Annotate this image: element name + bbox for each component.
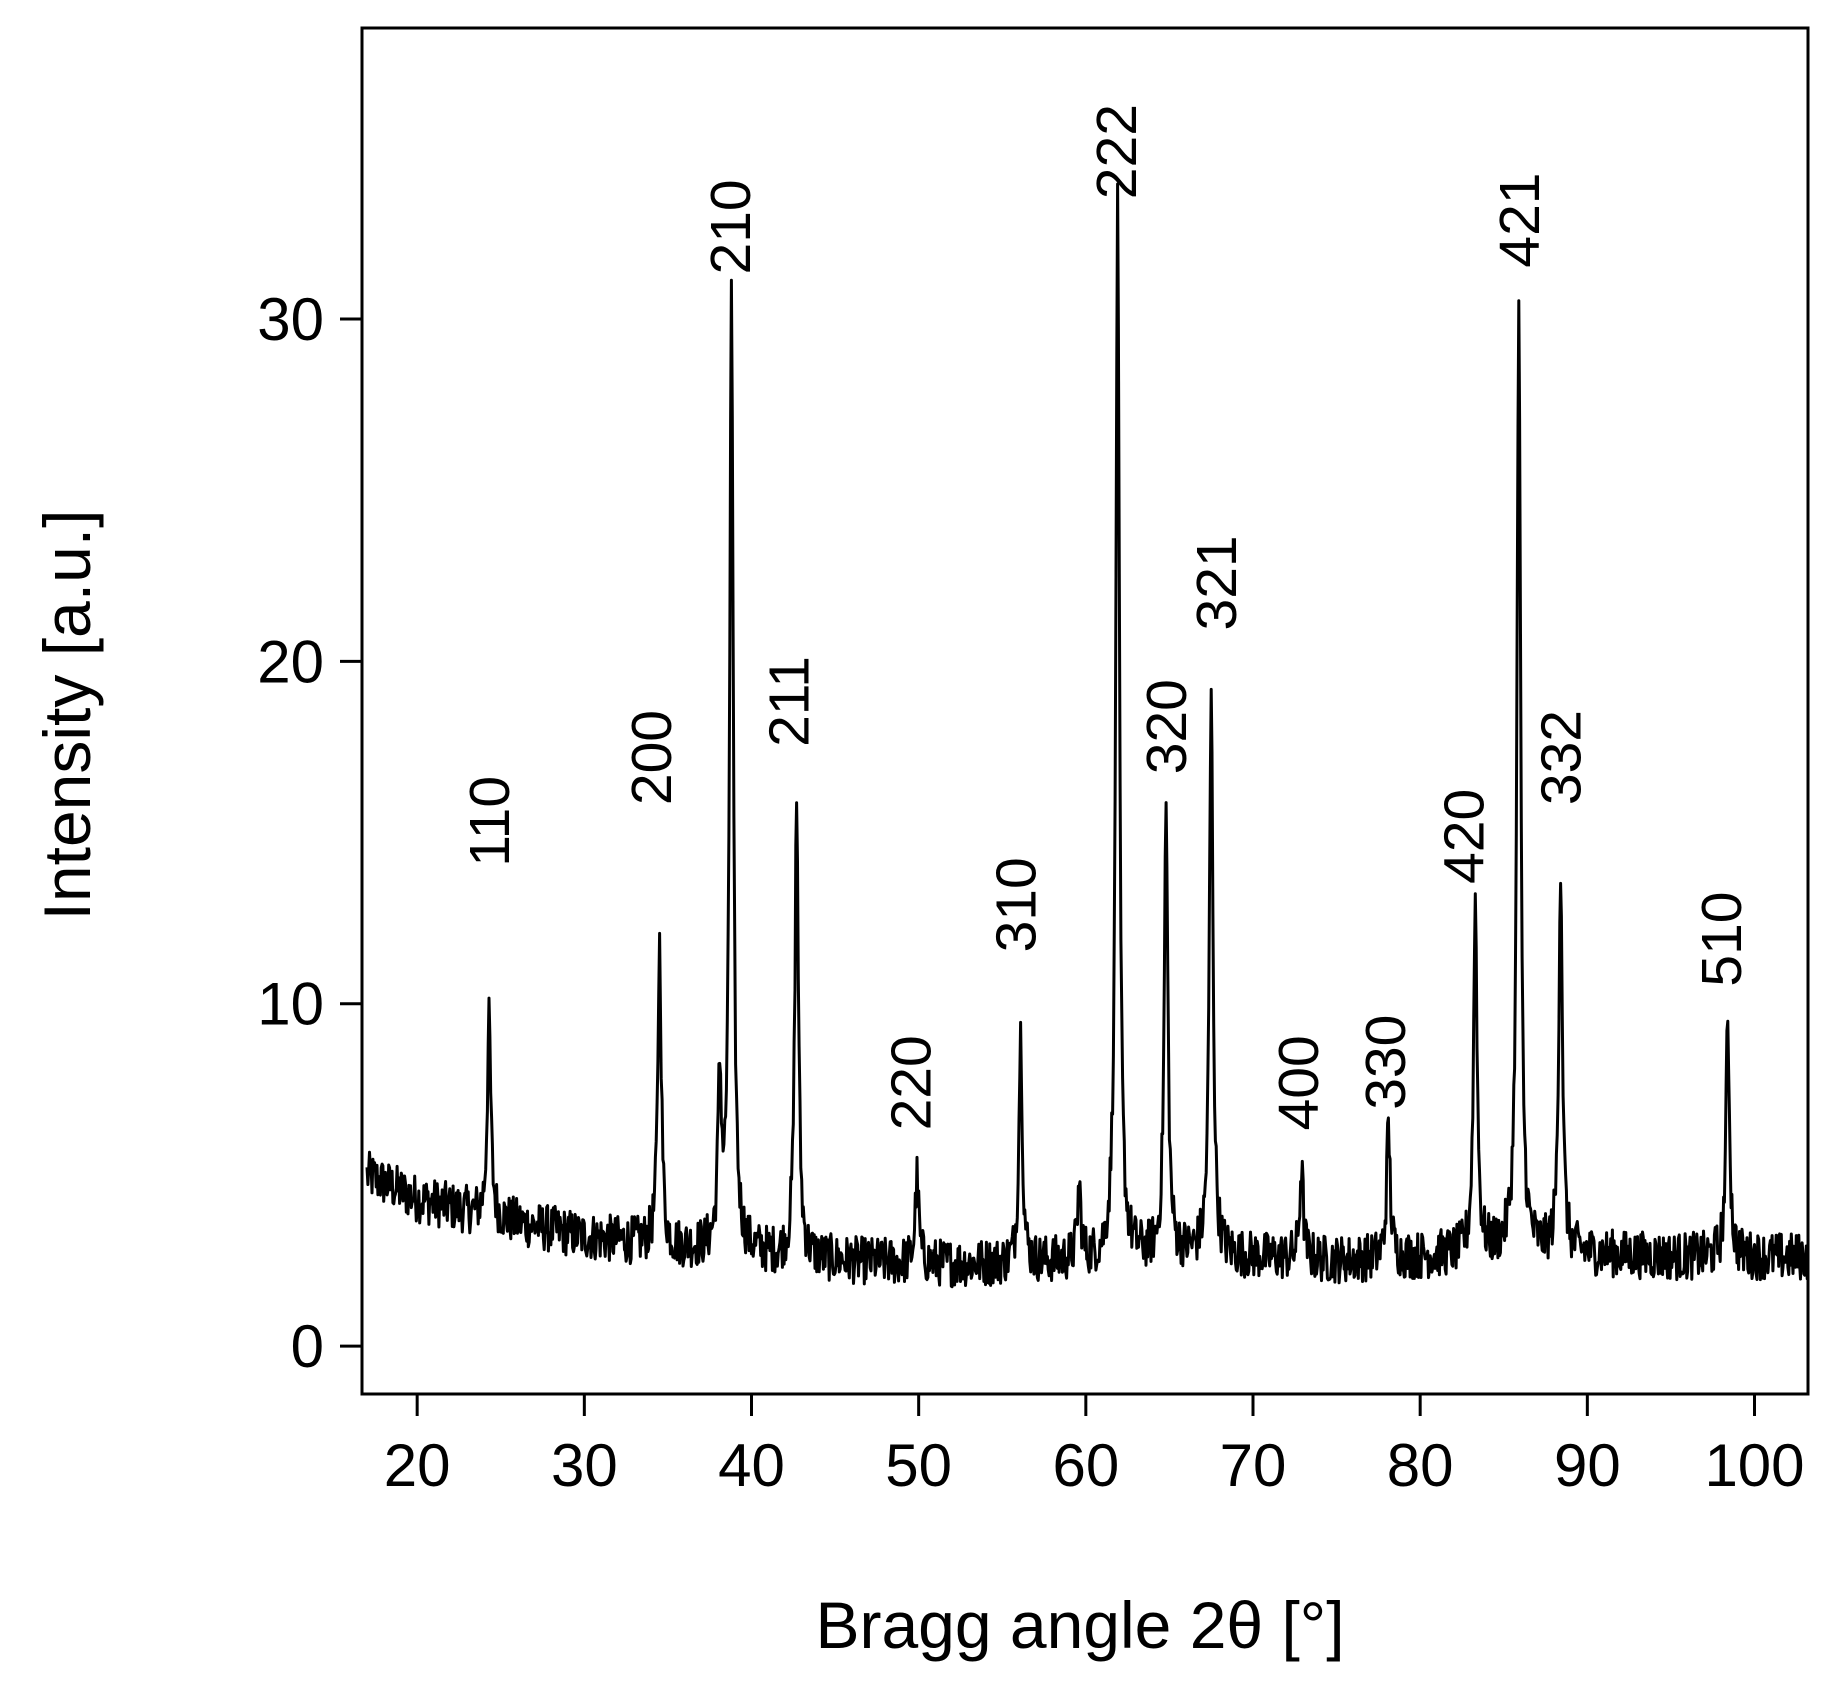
x-tick-label: 100 bbox=[1704, 1432, 1804, 1499]
peak-label-400: 400 bbox=[1267, 1035, 1331, 1130]
peak-label-510: 510 bbox=[1690, 891, 1754, 986]
peak-label-420: 420 bbox=[1433, 789, 1497, 884]
diffraction-pattern-line bbox=[365, 182, 1807, 1289]
peak-label-210: 210 bbox=[699, 179, 763, 274]
peak-label-110: 110 bbox=[458, 776, 522, 867]
y-tick-label: 10 bbox=[257, 971, 324, 1038]
peak-label-320: 320 bbox=[1135, 679, 1199, 774]
x-tick-label: 40 bbox=[718, 1432, 785, 1499]
y-tick-label: 30 bbox=[257, 286, 324, 353]
peak-label-211: 211 bbox=[757, 656, 821, 747]
y-tick-label: 20 bbox=[257, 628, 324, 695]
peak-label-222: 222 bbox=[1085, 104, 1149, 199]
y-axis: 0 10 20 30 bbox=[257, 286, 362, 1380]
x-axis: 20 30 40 50 60 70 80 90 100 bbox=[384, 1394, 1805, 1499]
x-tick-label: 90 bbox=[1554, 1432, 1621, 1499]
peak-label-200: 200 bbox=[620, 710, 684, 805]
peak-label-321: 321 bbox=[1185, 535, 1249, 630]
x-tick-label: 80 bbox=[1387, 1432, 1454, 1499]
y-axis-title: Intensity [a.u.] bbox=[30, 510, 104, 921]
x-tick-label: 50 bbox=[885, 1432, 952, 1499]
x-axis-title: Bragg angle 2θ [°] bbox=[815, 1588, 1344, 1662]
peak-label-330: 330 bbox=[1354, 1015, 1418, 1110]
peak-label-421: 421 bbox=[1488, 172, 1552, 267]
peak-label-310: 310 bbox=[985, 857, 1049, 952]
peak-labels: 110 200 210 211 220 310 222 320 321 400 330 420 421 3… bbox=[458, 104, 1754, 1130]
y-tick-label: 0 bbox=[291, 1313, 324, 1380]
x-tick-label: 30 bbox=[551, 1432, 618, 1499]
x-tick-label: 70 bbox=[1220, 1432, 1287, 1499]
x-tick-label: 60 bbox=[1052, 1432, 1119, 1499]
x-tick-label: 20 bbox=[384, 1432, 451, 1499]
peak-label-332: 332 bbox=[1530, 710, 1594, 805]
peak-label-220: 220 bbox=[879, 1035, 943, 1130]
